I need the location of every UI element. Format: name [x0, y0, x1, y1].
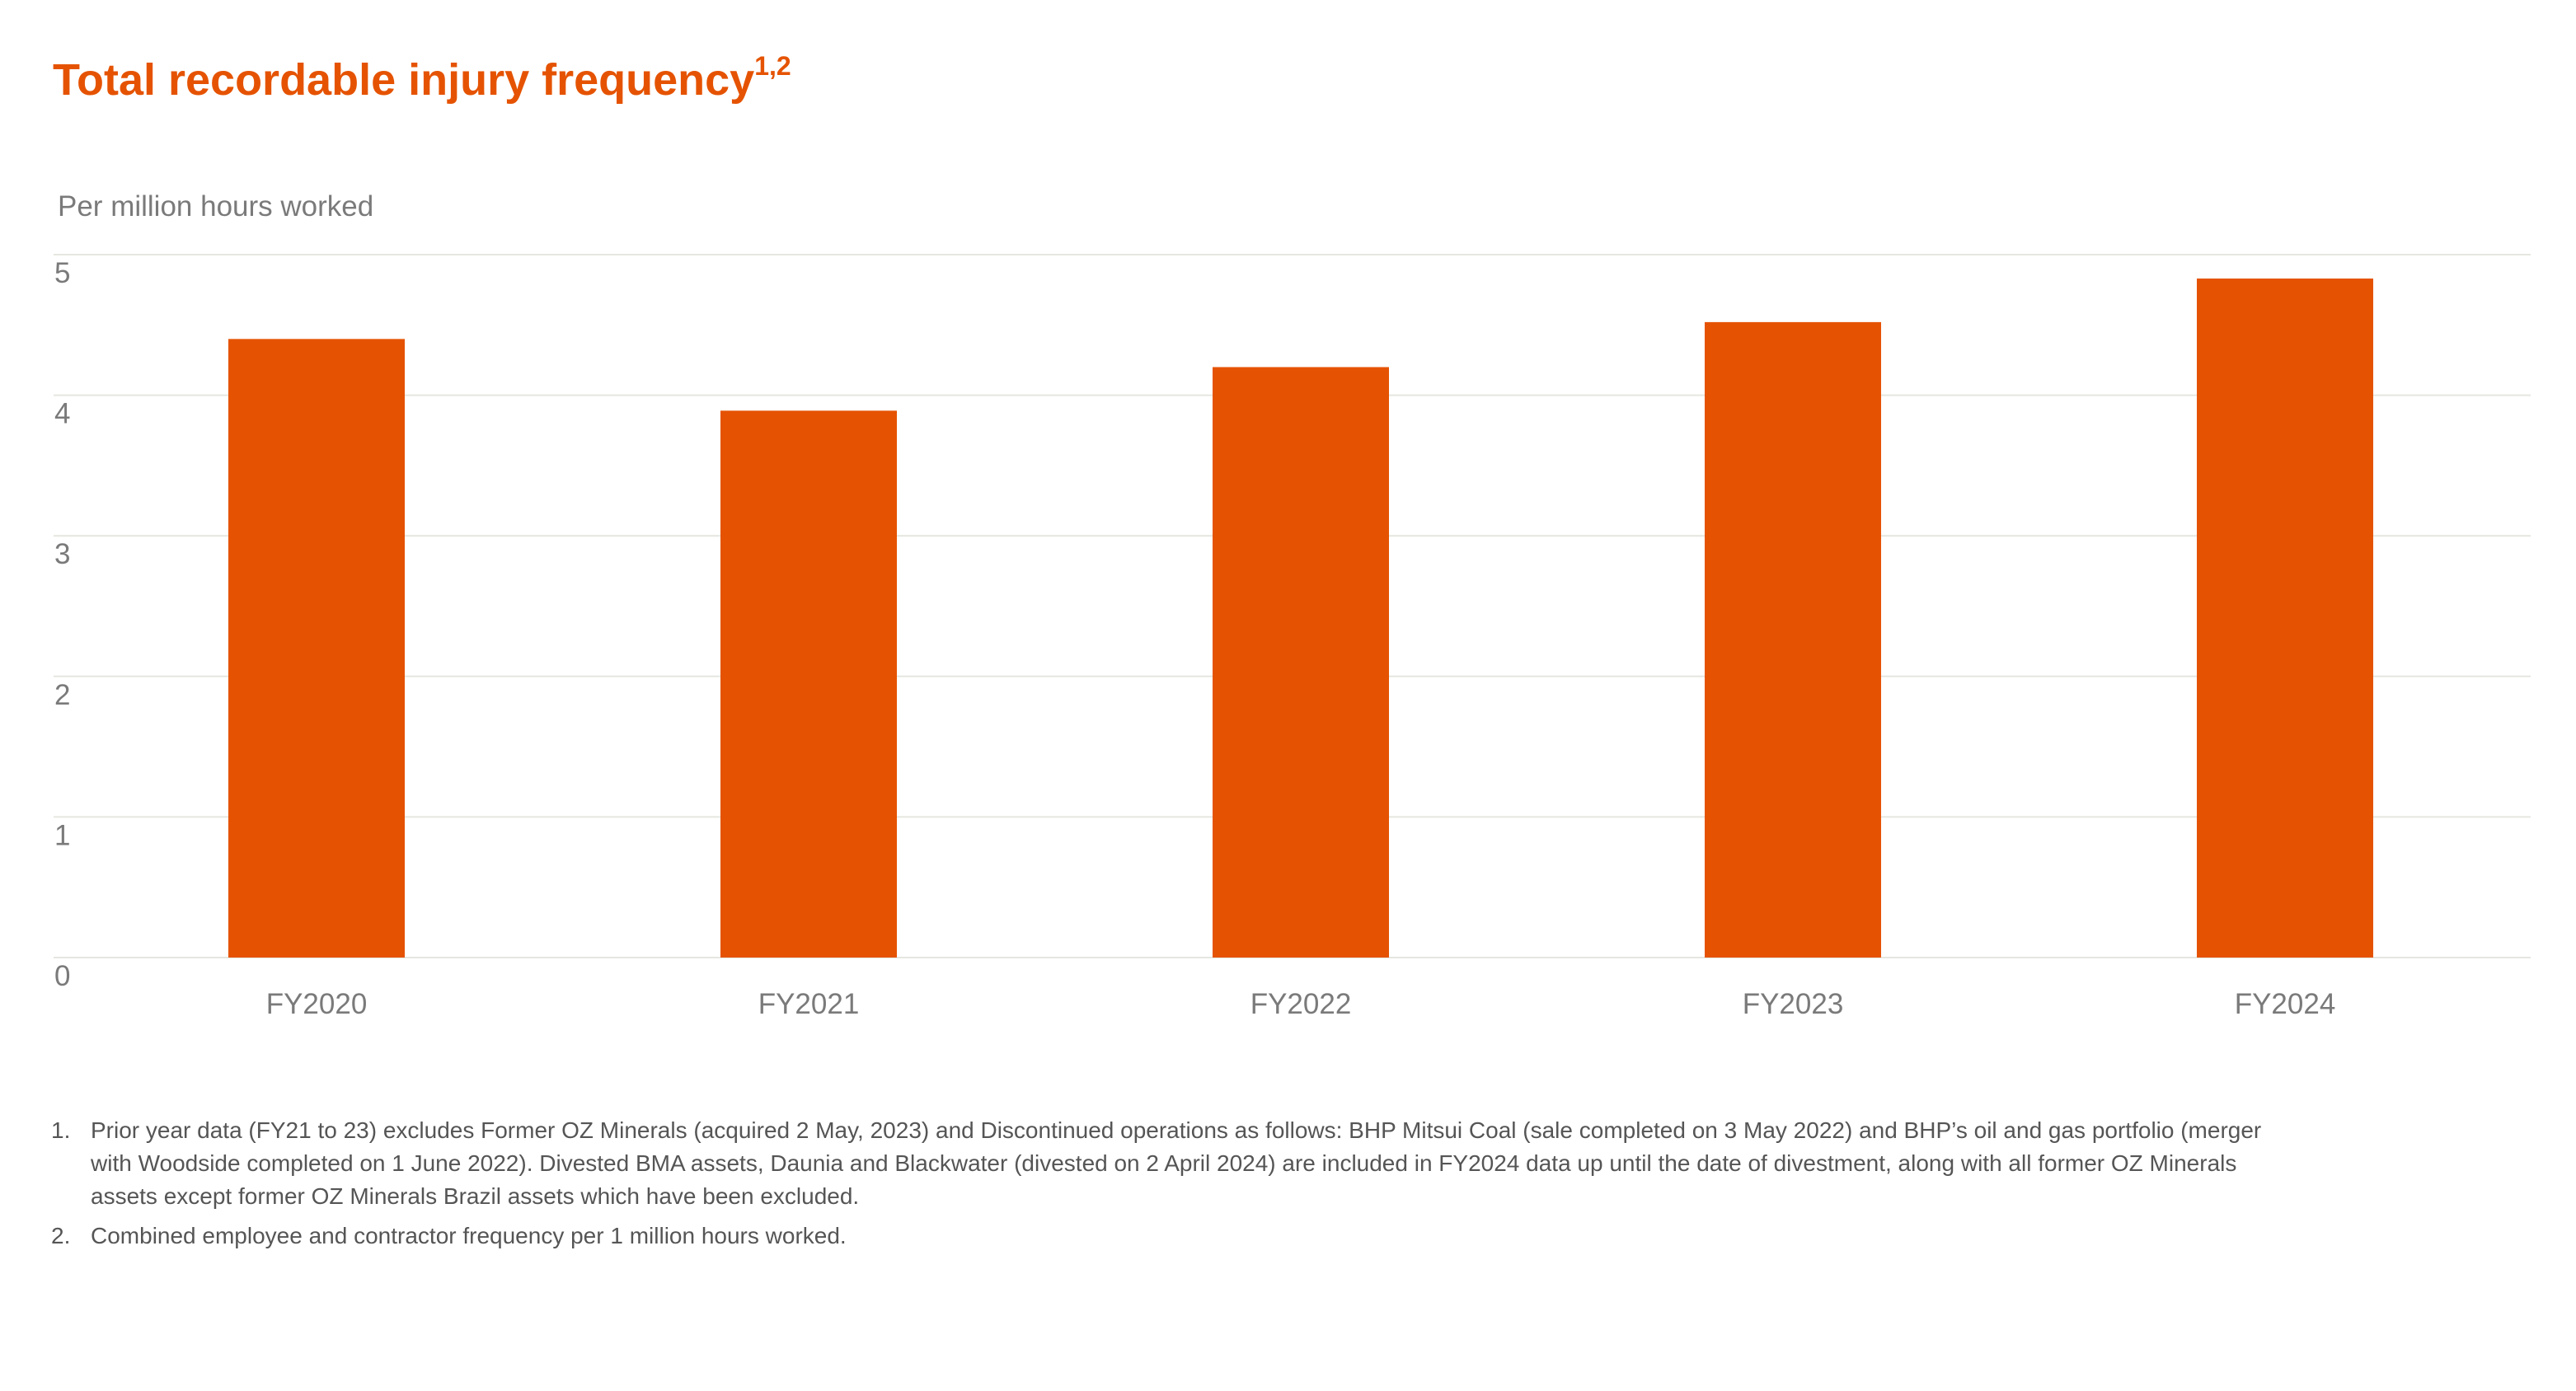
- footnote-2: 2. Combined employee and contractor freq…: [51, 1220, 2277, 1253]
- footnote-2-number: 2.: [51, 1223, 71, 1248]
- x-tick-label-fy2023: FY2023: [1743, 988, 1844, 1020]
- footnote-1-text: Prior year data (FY21 to 23) excludes Fo…: [91, 1117, 2262, 1209]
- chart-title-text: Total recordable injury frequency: [53, 55, 755, 105]
- bar-fy2020: [228, 339, 405, 958]
- footnotes: 1. Prior year data (FY21 to 23) excludes…: [51, 1114, 2277, 1259]
- y-tick-label-2: 2: [54, 679, 70, 711]
- x-tick-label-fy2020: FY2020: [266, 988, 368, 1020]
- bar-fy2023: [1705, 321, 1881, 958]
- chart-title: Total recordable injury frequency1,2: [53, 51, 791, 105]
- bar-fy2024: [2197, 279, 2373, 958]
- y-tick-label-3: 3: [54, 538, 70, 570]
- x-tick-label-fy2021: FY2021: [758, 988, 860, 1020]
- y-tick-label-4: 4: [54, 398, 70, 430]
- footnote-1: 1. Prior year data (FY21 to 23) excludes…: [51, 1114, 2277, 1213]
- x-tick-label-fy2024: FY2024: [2235, 988, 2336, 1020]
- footnote-2-text: Combined employee and contractor frequen…: [91, 1223, 847, 1248]
- bar-fy2021: [720, 410, 897, 958]
- y-tick-label-0: 0: [54, 960, 70, 992]
- y-axis-unit-label: Per million hours worked: [58, 190, 374, 222]
- y-tick-label-5: 5: [54, 257, 70, 289]
- bar-fy2022: [1213, 367, 1389, 958]
- y-tick-label-1: 1: [54, 819, 70, 851]
- chart-title-footnote-refs: 1,2: [754, 51, 791, 81]
- x-tick-label-fy2022: FY2022: [1250, 988, 1352, 1020]
- bar-chart: 0 1 2 3 4 5 FY2020 FY2021 FY2022 FY2023 FY2024: [54, 254, 2531, 1020]
- footnote-1-number: 1.: [51, 1117, 71, 1143]
